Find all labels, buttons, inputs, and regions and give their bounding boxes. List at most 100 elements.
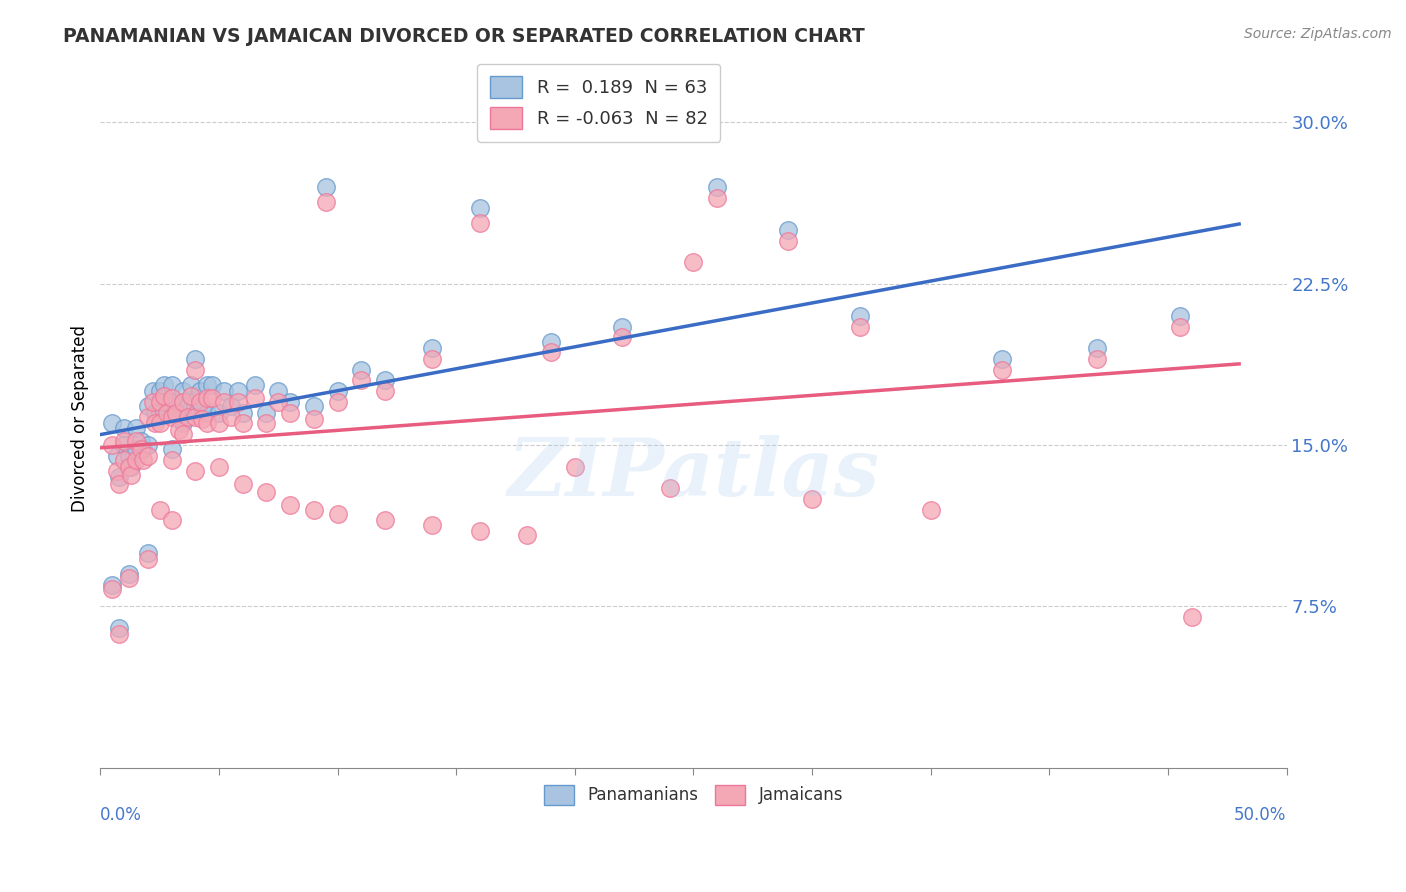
Point bbox=[374, 384, 396, 399]
Point bbox=[1168, 309, 1191, 323]
Point bbox=[326, 507, 349, 521]
Point bbox=[136, 552, 159, 566]
Point bbox=[208, 417, 231, 431]
Point bbox=[278, 498, 301, 512]
Point bbox=[188, 384, 211, 399]
Text: 50.0%: 50.0% bbox=[1234, 806, 1286, 824]
Point bbox=[153, 388, 176, 402]
Point bbox=[112, 434, 135, 448]
Text: PANAMANIAN VS JAMAICAN DIVORCED OR SEPARATED CORRELATION CHART: PANAMANIAN VS JAMAICAN DIVORCED OR SEPAR… bbox=[63, 27, 865, 45]
Point bbox=[112, 453, 135, 467]
Point bbox=[1085, 351, 1108, 366]
Point bbox=[149, 502, 172, 516]
Point bbox=[172, 417, 194, 431]
Point bbox=[149, 384, 172, 399]
Point bbox=[422, 341, 444, 355]
Point bbox=[132, 442, 155, 457]
Point bbox=[848, 309, 870, 323]
Point bbox=[160, 442, 183, 457]
Point bbox=[254, 417, 277, 431]
Point bbox=[184, 464, 207, 478]
Point bbox=[315, 194, 337, 209]
Point bbox=[243, 377, 266, 392]
Point bbox=[172, 395, 194, 409]
Point bbox=[195, 377, 218, 392]
Point bbox=[160, 453, 183, 467]
Point bbox=[125, 453, 148, 467]
Point bbox=[125, 434, 148, 448]
Point bbox=[188, 395, 211, 409]
Point bbox=[149, 395, 172, 409]
Text: 0.0%: 0.0% bbox=[100, 806, 142, 824]
Point bbox=[326, 395, 349, 409]
Point bbox=[226, 384, 249, 399]
Point bbox=[118, 567, 141, 582]
Point bbox=[232, 417, 254, 431]
Point bbox=[160, 399, 183, 413]
Point bbox=[108, 476, 131, 491]
Point bbox=[848, 319, 870, 334]
Point bbox=[120, 459, 142, 474]
Point bbox=[682, 255, 704, 269]
Point bbox=[278, 406, 301, 420]
Text: ZIPatlas: ZIPatlas bbox=[508, 435, 880, 513]
Point bbox=[195, 391, 218, 405]
Point bbox=[160, 391, 183, 405]
Point bbox=[118, 449, 141, 463]
Point bbox=[540, 345, 562, 359]
Text: Source: ZipAtlas.com: Source: ZipAtlas.com bbox=[1244, 27, 1392, 41]
Point bbox=[195, 417, 218, 431]
Point bbox=[422, 351, 444, 366]
Point bbox=[136, 438, 159, 452]
Point bbox=[564, 459, 586, 474]
Point bbox=[125, 421, 148, 435]
Point bbox=[177, 410, 200, 425]
Point bbox=[184, 399, 207, 413]
Point bbox=[136, 449, 159, 463]
Point bbox=[172, 427, 194, 442]
Point bbox=[801, 491, 824, 506]
Point bbox=[612, 319, 634, 334]
Point bbox=[132, 453, 155, 467]
Point bbox=[149, 417, 172, 431]
Point bbox=[468, 216, 491, 230]
Point bbox=[160, 513, 183, 527]
Point bbox=[191, 399, 214, 413]
Point bbox=[149, 406, 172, 420]
Point bbox=[101, 578, 124, 592]
Point bbox=[254, 406, 277, 420]
Point bbox=[129, 434, 152, 448]
Point bbox=[167, 412, 190, 426]
Point bbox=[208, 406, 231, 420]
Point bbox=[112, 438, 135, 452]
Point bbox=[374, 374, 396, 388]
Point bbox=[920, 502, 942, 516]
Point bbox=[254, 485, 277, 500]
Point bbox=[156, 406, 179, 420]
Point bbox=[706, 191, 728, 205]
Point bbox=[326, 384, 349, 399]
Point bbox=[165, 395, 187, 409]
Point bbox=[374, 513, 396, 527]
Point bbox=[141, 395, 163, 409]
Point bbox=[179, 388, 201, 402]
Point bbox=[243, 391, 266, 405]
Point bbox=[156, 395, 179, 409]
Point bbox=[184, 362, 207, 376]
Point bbox=[422, 517, 444, 532]
Point bbox=[232, 406, 254, 420]
Point bbox=[468, 202, 491, 216]
Point bbox=[143, 417, 166, 431]
Point bbox=[108, 627, 131, 641]
Point bbox=[991, 351, 1014, 366]
Point bbox=[278, 395, 301, 409]
Point bbox=[302, 502, 325, 516]
Point bbox=[658, 481, 681, 495]
Point bbox=[201, 391, 224, 405]
Point bbox=[101, 417, 124, 431]
Point bbox=[118, 459, 141, 474]
Point bbox=[120, 468, 142, 483]
Point bbox=[177, 399, 200, 413]
Point bbox=[612, 330, 634, 344]
Point bbox=[112, 421, 135, 435]
